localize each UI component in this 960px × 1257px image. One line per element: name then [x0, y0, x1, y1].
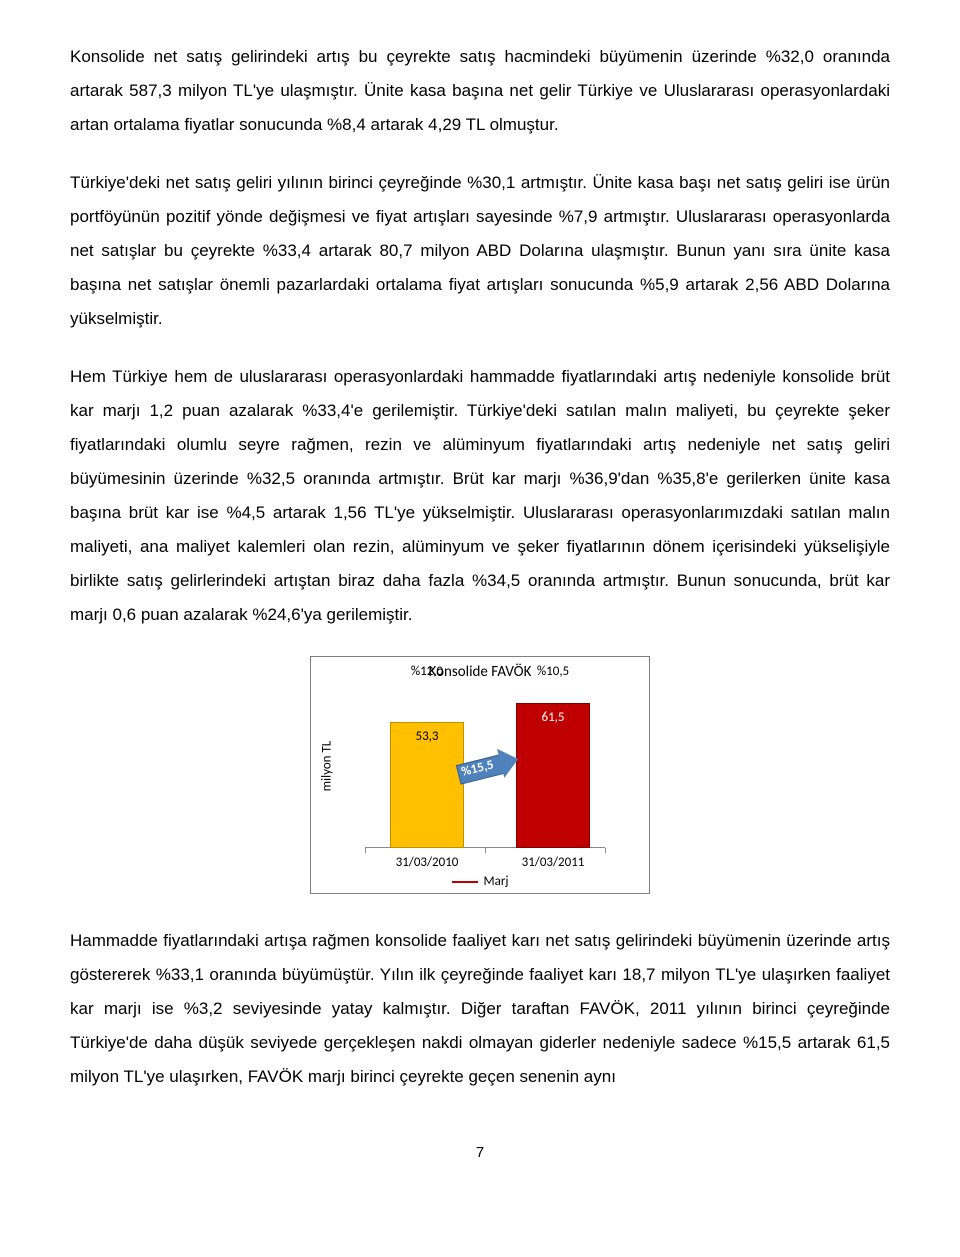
chart-legend: Marj [311, 874, 649, 889]
paragraph-2: Türkiye'deki net satış geliri yılının bi… [70, 166, 890, 336]
bar-value-label: 61,5 [541, 710, 564, 725]
x-tick-label: 31/03/2010 [396, 855, 459, 870]
bar-value-label: 53,3 [415, 729, 438, 744]
x-tick-mark [485, 848, 486, 853]
chart-title: Konsolide FAVÖK [311, 663, 649, 681]
bar-top-label: %10,5 [537, 664, 569, 679]
legend-label: Marj [484, 874, 509, 889]
paragraph-4: Hammadde fiyatlarındaki artışa rağmen ko… [70, 924, 890, 1094]
x-tick-mark [365, 848, 366, 853]
page-number: 7 [70, 1144, 890, 1161]
bar-top-label: %12,0 [411, 664, 443, 679]
paragraph-3: Hem Türkiye hem de uluslararası operasyo… [70, 360, 890, 632]
paragraph-1: Konsolide net satış gelirindeki artış bu… [70, 40, 890, 142]
x-tick-label: 31/03/2011 [522, 855, 585, 870]
y-axis-label: milyon TL [320, 740, 335, 791]
legend-swatch [452, 881, 478, 883]
x-tick-mark [605, 848, 606, 853]
chart-container: Konsolide FAVÖK milyon TL 53,3%12,031/03… [70, 656, 890, 894]
chart-box: Konsolide FAVÖK milyon TL 53,3%12,031/03… [310, 656, 650, 894]
chart-plot-area: milyon TL 53,3%12,031/03/201061,5%10,531… [345, 683, 615, 848]
growth-arrow: %15,5 [454, 745, 519, 789]
arrow-label: %15,5 [460, 757, 495, 779]
